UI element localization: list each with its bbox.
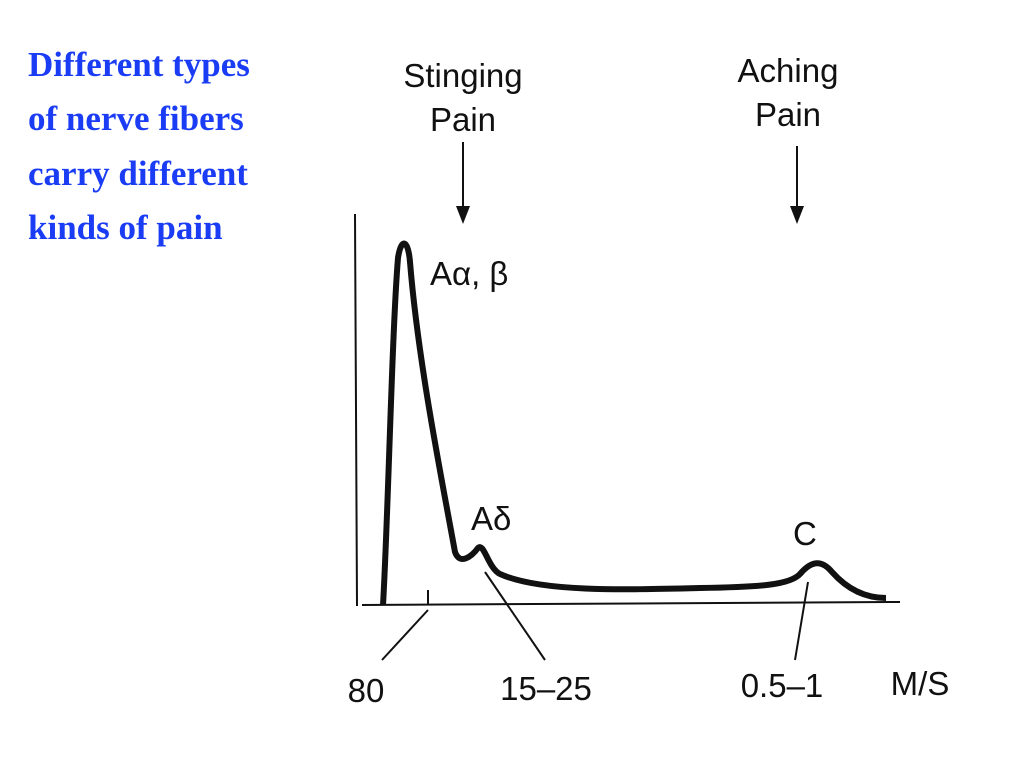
arrow-head xyxy=(790,206,804,224)
leaders xyxy=(381,571,809,661)
axis-label: 0.5–1 xyxy=(741,667,824,704)
y-axis xyxy=(354,213,358,607)
arrows xyxy=(456,142,804,224)
axes xyxy=(354,213,901,607)
arrow-label: Stinging xyxy=(403,57,522,94)
axis-label: 15–25 xyxy=(500,670,592,707)
arrow-label: Pain xyxy=(430,101,496,138)
leader-line xyxy=(381,609,429,661)
leader-line xyxy=(794,581,809,661)
peak-label: Aα, β xyxy=(430,255,508,292)
arrow-label: Aching xyxy=(738,52,839,89)
title-line: of nerve fibers xyxy=(28,99,244,138)
x-axis xyxy=(361,601,901,606)
leader-line xyxy=(484,571,546,661)
unit-label: M/S xyxy=(891,665,950,702)
axis-label: 80 xyxy=(348,672,385,709)
velocity-curve xyxy=(380,240,887,606)
arrow-label: Pain xyxy=(755,96,821,133)
peak-label: C xyxy=(793,515,817,552)
title-line: carry different xyxy=(28,154,248,193)
title-line: kinds of pain xyxy=(28,208,223,247)
title-line: Different types xyxy=(28,45,250,84)
arrow-head xyxy=(456,206,470,224)
peak-label: Aδ xyxy=(471,500,511,537)
